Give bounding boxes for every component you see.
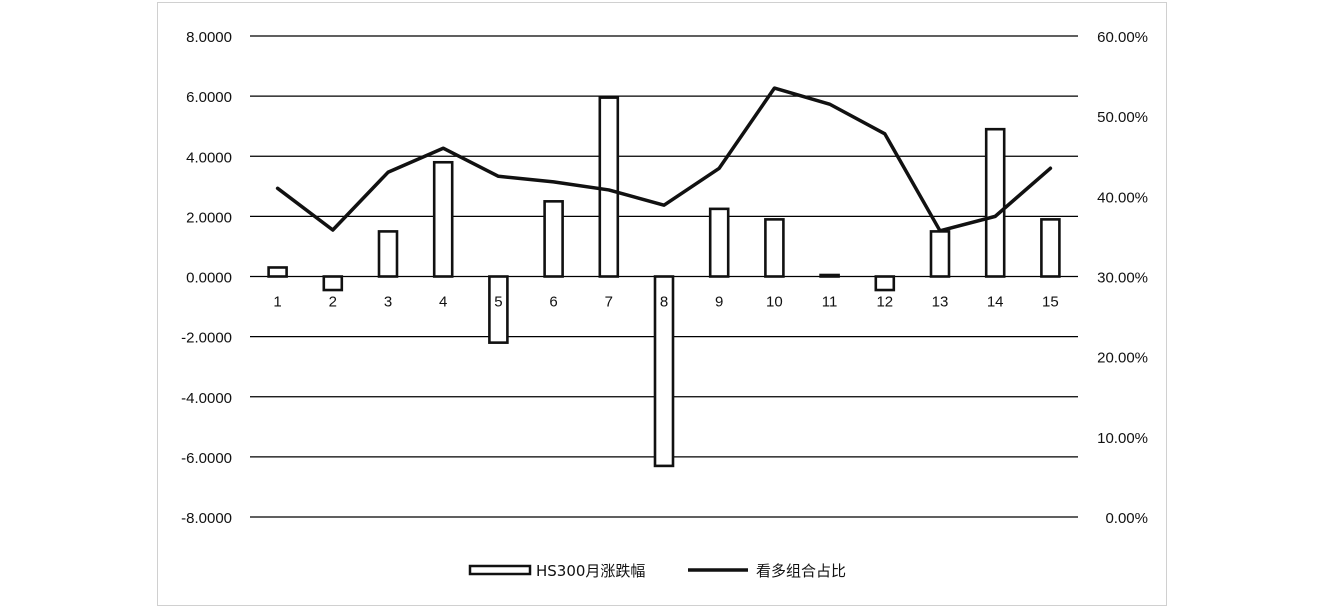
left-axis-tick-label: 2.0000 [186, 209, 232, 226]
line-path [275, 86, 1053, 233]
bar [653, 275, 675, 468]
legend: HS300月涨跌幅 看多组合占比 [468, 562, 846, 580]
bar [1040, 218, 1061, 278]
legend-bar-swatch [468, 564, 532, 576]
right-axis-tick-label: 0.00% [1105, 510, 1148, 527]
right-axis-tick-label: 10.00% [1097, 430, 1148, 447]
bar [929, 230, 951, 278]
bar [764, 218, 785, 278]
bar [598, 96, 620, 278]
category-label: 5 [494, 294, 502, 311]
bar [543, 200, 564, 278]
category-label: 14 [987, 294, 1004, 311]
left-axis-tick-label: 0.0000 [186, 270, 232, 287]
category-label: 7 [605, 294, 613, 311]
bar [874, 275, 896, 292]
category-label: 15 [1042, 294, 1059, 311]
bar [984, 127, 1006, 278]
right-axis-tick-label: 30.00% [1097, 270, 1148, 287]
legend-line-label: 看多组合占比 [756, 562, 846, 580]
category-label: 9 [715, 294, 723, 311]
left-axis-ticks: 8.0000 6.0000 4.0000 2.0000 0.0000 -2.0000 -4.… [181, 29, 232, 527]
legend-bar-label: HS300月涨跌幅 [536, 562, 645, 580]
left-axis-tick-label: 8.0000 [186, 29, 232, 46]
left-axis-tick-label: -6.0000 [181, 450, 232, 467]
bar [488, 275, 509, 344]
bar [267, 266, 288, 278]
category-label: 3 [384, 294, 392, 311]
right-axis-tick-label: 60.00% [1097, 29, 1148, 46]
right-axis-tick-label: 50.00% [1097, 109, 1148, 126]
category-labels: 1 2 3 4 5 6 7 8 9 10 11 12 13 14 15 [273, 294, 1058, 311]
bar-series [267, 96, 1061, 468]
bar [432, 160, 454, 278]
category-label: 12 [876, 294, 893, 311]
category-label: 8 [660, 294, 668, 311]
category-label: 4 [439, 294, 447, 311]
bar [377, 230, 399, 278]
bar [708, 207, 730, 278]
category-label: 6 [549, 294, 557, 311]
left-axis-tick-label: 4.0000 [186, 149, 232, 166]
line-series [275, 86, 1053, 233]
category-label: 1 [273, 294, 281, 311]
category-label: 13 [932, 294, 949, 311]
chart-frame [157, 2, 1167, 606]
category-label: 2 [329, 294, 337, 311]
bar [819, 273, 840, 278]
category-label: 11 [822, 294, 838, 311]
left-axis-tick-label: 6.0000 [186, 89, 232, 106]
category-label: 10 [766, 294, 783, 311]
left-axis-tick-label: -8.0000 [181, 510, 232, 527]
left-axis-tick-label: -4.0000 [181, 390, 232, 407]
right-axis-tick-label: 40.00% [1097, 189, 1148, 206]
right-axis-tick-label: 20.00% [1097, 350, 1148, 367]
bar [322, 275, 344, 292]
right-axis-ticks: 60.00% 50.00% 40.00% 30.00% 20.00% 10.00% 0.00… [1097, 29, 1148, 527]
left-axis-tick-label: -2.0000 [181, 330, 232, 347]
